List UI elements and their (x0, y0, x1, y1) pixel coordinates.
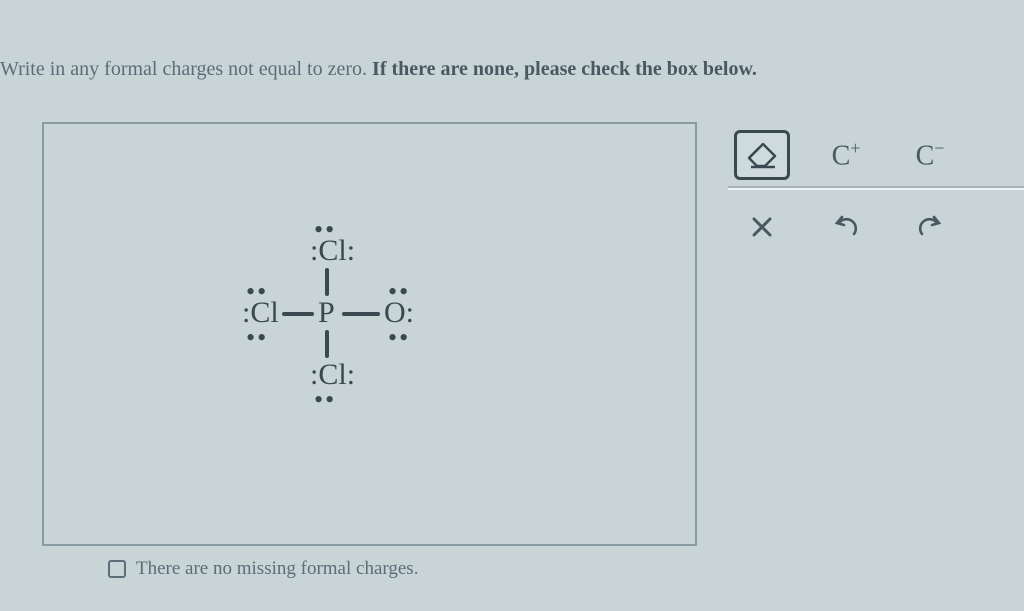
instruction-bold: If there are none, please check the box … (372, 58, 757, 80)
c-minus-button[interactable]: C− (902, 130, 958, 180)
toolbar-divider (728, 186, 1024, 190)
drawing-canvas[interactable]: P •• :Cl: :Cl: •• •• :Cl •• •• O: •• (42, 122, 697, 546)
bond-right (342, 312, 380, 316)
no-charges-label: There are no missing formal charges. (136, 558, 418, 580)
atom-center: P (318, 298, 335, 328)
no-charges-row: There are no missing formal charges. (108, 558, 418, 580)
bond-top (325, 268, 329, 296)
undo-button[interactable] (818, 202, 874, 252)
redo-icon (915, 214, 945, 240)
toolbar-row-2 (724, 196, 1024, 258)
eraser-icon (745, 140, 779, 170)
atom-top: :Cl: (310, 236, 355, 266)
bond-left (282, 312, 314, 316)
undo-icon (831, 214, 861, 240)
instruction-text: Write in any formal charges not equal to… (0, 58, 757, 81)
toolbar-row-1: C+ C− (724, 124, 1024, 186)
lewis-structure: P •• :Cl: :Cl: •• •• :Cl •• •• O: •• (212, 228, 452, 408)
instruction-plain: Write in any formal charges not equal to… (0, 58, 372, 80)
dots: •• (388, 330, 410, 346)
bond-bottom (325, 330, 329, 358)
clear-button[interactable] (734, 202, 790, 252)
c-minus-label: C− (916, 138, 945, 172)
close-icon (750, 215, 774, 239)
no-charges-checkbox[interactable] (108, 560, 126, 578)
c-plus-label: C+ (832, 138, 861, 172)
toolbar: C+ C− (724, 124, 1024, 264)
redo-button[interactable] (902, 202, 958, 252)
c-plus-button[interactable]: C+ (818, 130, 874, 180)
eraser-button[interactable] (734, 130, 790, 180)
dots: •• (246, 330, 268, 346)
dots: •• (314, 392, 336, 408)
